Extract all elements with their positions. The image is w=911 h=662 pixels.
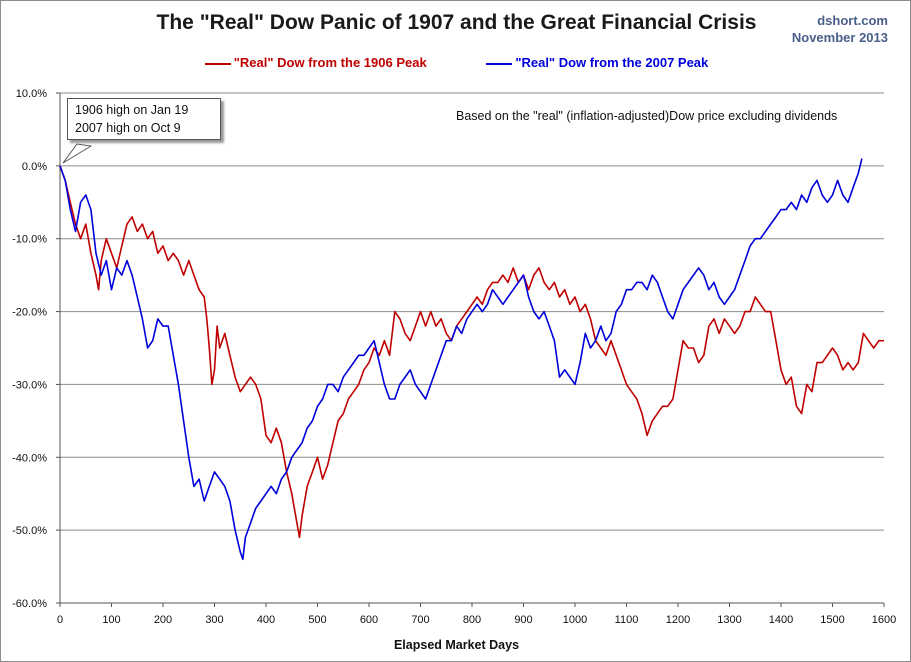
callout-pointer	[62, 143, 93, 164]
x-tick-label: 1200	[666, 614, 690, 626]
series-line-1906	[59, 165, 884, 539]
y-tick-label: -40.0%	[12, 452, 47, 464]
callout-line-2: 2007 high on Oct 9	[75, 121, 181, 135]
legend-swatch-2007	[486, 62, 513, 65]
legend: "Real" Dow from the 1906 Peak "Real" Dow…	[1, 55, 911, 70]
x-tick-label: 600	[360, 614, 378, 626]
y-tick-label: -60.0%	[12, 598, 47, 610]
series-lines	[59, 158, 884, 561]
gridlines	[60, 92, 884, 604]
chart-annotation: Based on the "real" (inflation-adjusted)…	[456, 109, 838, 123]
x-tick-label: 800	[463, 614, 481, 626]
x-tick-label: 500	[308, 614, 326, 626]
x-tick-label: 1500	[820, 614, 844, 626]
y-tick-label: -50.0%	[12, 525, 47, 537]
x-axis-label: Elapsed Market Days	[393, 638, 520, 652]
legend-label-2007: "Real" Dow from the 2007 Peak	[515, 55, 709, 70]
x-tick-label: 0	[57, 614, 63, 626]
legend-item-2007: "Real" Dow from the 2007 Peak	[486, 55, 708, 70]
legend-item-1906: "Real" Dow from the 1906 Peak	[204, 55, 427, 70]
x-tick-label: 1600	[872, 614, 896, 626]
x-tick-label: 1300	[717, 614, 741, 626]
x-tick-label: 1400	[769, 614, 793, 626]
series-line-2007	[59, 158, 863, 561]
x-tick-label: 300	[205, 614, 223, 626]
y-tick-label: -10.0%	[12, 234, 47, 246]
x-tick-label: 400	[257, 614, 275, 626]
callout-box: 1906 high on Jan 19 2007 high on Oct 9	[67, 98, 221, 140]
y-tick-label: -20.0%	[12, 307, 47, 319]
x-tick-label: 200	[154, 614, 172, 626]
legend-label-1906: "Real" Dow from the 1906 Peak	[233, 55, 427, 70]
callout-line-1: 1906 high on Jan 19	[75, 103, 189, 117]
chart-title: The "Real" Dow Panic of 1907 and the Gre…	[156, 11, 757, 34]
x-tick-label: 900	[514, 614, 532, 626]
y-tick-label: -30.0%	[12, 379, 47, 391]
source-date: November 2013	[791, 30, 888, 45]
y-tick-label: 0.0%	[22, 161, 47, 173]
axes: 10.0% 0.0% -10.0% -20.0% -30.0% -40.0% -50.0% -…	[12, 88, 896, 626]
source-site: dshort.com	[817, 13, 888, 28]
x-tick-label: 700	[411, 614, 429, 626]
x-tick-label: 1100	[615, 614, 639, 626]
y-tick-label: 10.0%	[16, 88, 47, 100]
x-tick-label: 100	[102, 614, 120, 626]
source-credit: dshort.com November 2013	[792, 12, 888, 46]
legend-swatch-1906	[204, 62, 231, 65]
x-tick-label: 1000	[563, 614, 587, 626]
